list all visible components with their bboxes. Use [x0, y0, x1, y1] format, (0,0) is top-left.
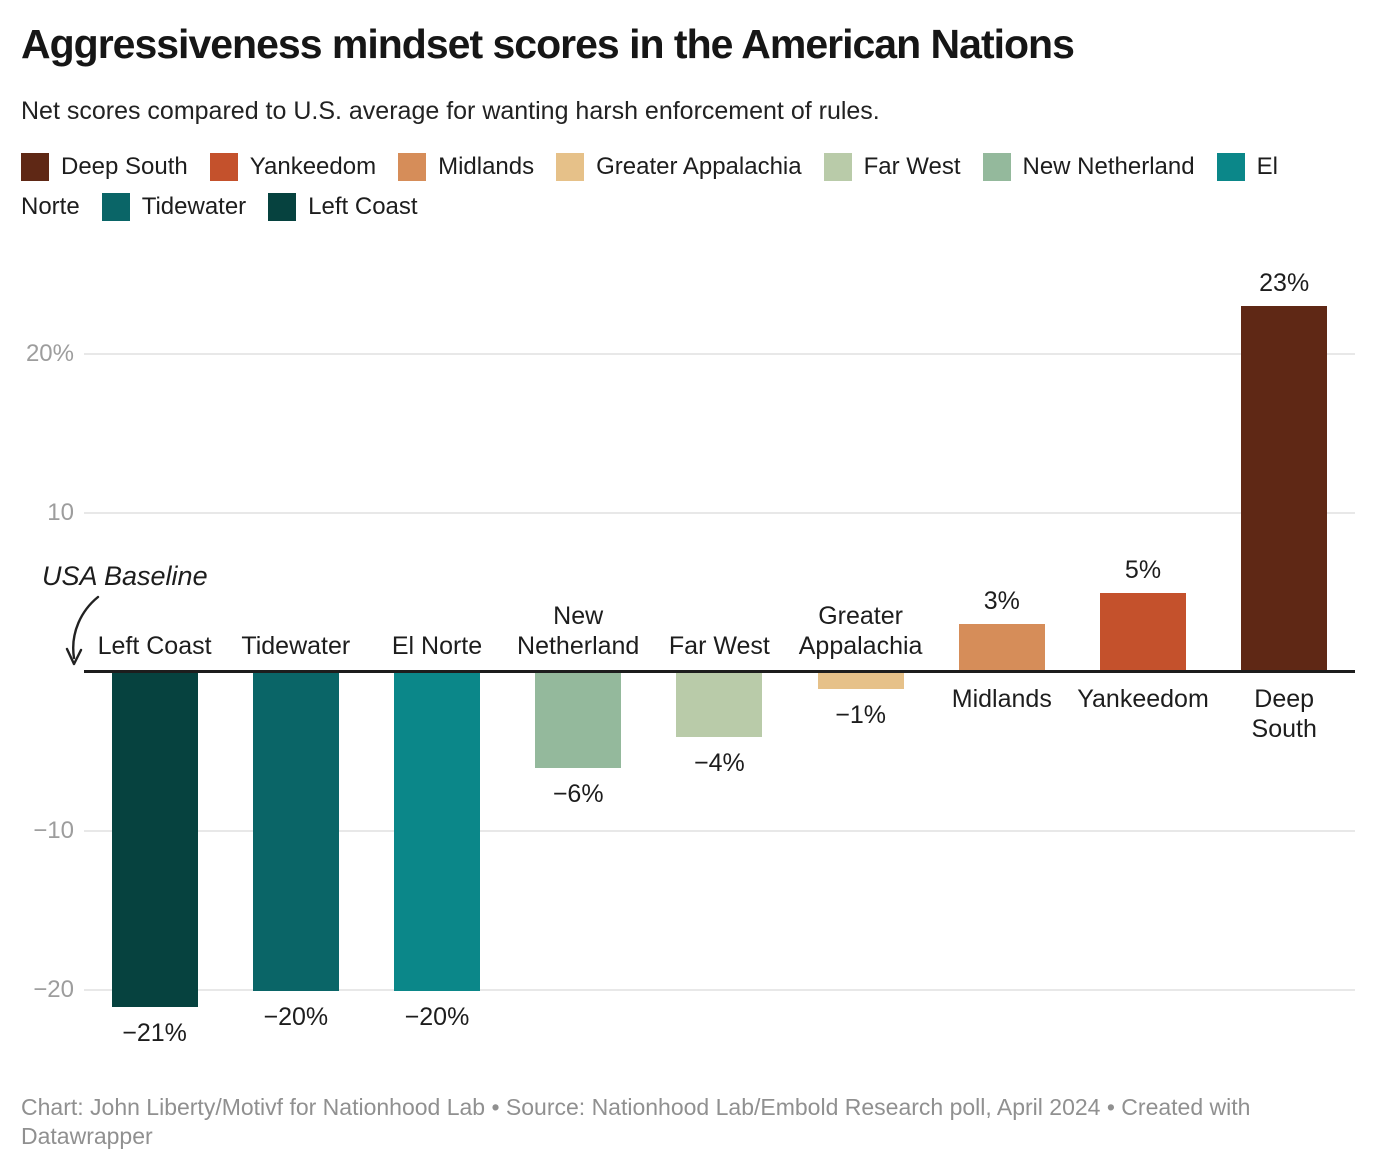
legend-row: Norte Tidewater Left Coast: [21, 192, 1355, 222]
y-axis-tick-label: −10: [33, 817, 74, 844]
legend-item: El: [1216, 152, 1278, 182]
bar-value-label: −4%: [694, 748, 745, 777]
legend-swatch-icon: [268, 193, 297, 221]
bar-deep-south: [1241, 306, 1328, 672]
bar-yankeedom: [1100, 592, 1186, 672]
bar-value-label: 5%: [1124, 555, 1162, 584]
gridline: [84, 353, 1355, 355]
category-label: Tidewater: [241, 632, 351, 660]
legend-label: Greater Appalachia: [596, 153, 802, 180]
category-label: Deep South: [1251, 685, 1317, 743]
category-label: Greater Appalachia: [798, 602, 923, 660]
legend-label: Far West: [863, 153, 961, 180]
bar-value-label: −20%: [263, 1003, 329, 1031]
y-axis-tick-label: −20: [33, 976, 74, 1003]
bar-midlands: [958, 624, 1045, 672]
legend-swatch-icon: [101, 193, 130, 221]
gridline: [84, 512, 1355, 514]
legend-label: Yankeedom: [249, 153, 377, 180]
usa-baseline-annotation: USA Baseline: [42, 561, 208, 591]
legend-item: Left Coast: [268, 192, 418, 222]
legend-item: Far West: [823, 152, 961, 182]
legend-label: Norte: [21, 193, 80, 220]
bar-value-label: 3%: [983, 587, 1020, 616]
legend-swatch-icon: [1216, 153, 1245, 181]
legend-label: El: [1256, 153, 1278, 180]
bar-value-label: −6%: [552, 780, 604, 809]
bar-value-label: 23%: [1259, 269, 1310, 298]
bar-new-netherland: [535, 673, 622, 769]
category-label: New Netherland: [517, 602, 640, 660]
bar-greater-appalachia: [817, 673, 904, 689]
chart-subtitle: Net scores compared to U.S. average for …: [21, 97, 880, 125]
bar-left-coast: [111, 673, 198, 1007]
footer-credits: Chart: John Liberty/Motivf for Nationhoo…: [21, 1094, 1251, 1149]
legend-item: Midlands: [398, 152, 534, 182]
legend-label: Deep South: [61, 153, 188, 180]
legend-item: Greater Appalachia: [556, 152, 802, 182]
bar-el-norte: [394, 673, 480, 991]
bar-value-label: −20%: [404, 1003, 470, 1031]
zero-baseline: [84, 670, 1355, 673]
usa-baseline-arrow-icon: [65, 595, 100, 666]
legend-item: Yankeedom: [209, 152, 377, 182]
legend-label: Midlands: [438, 153, 535, 180]
y-axis-tick-label: 20%: [25, 340, 74, 367]
category-label: El Norte: [391, 632, 483, 660]
legend-item: New Netherland: [982, 152, 1195, 182]
legend-row: Deep South Yankeedom Midlands Greater Appal…: [21, 152, 1355, 182]
legend-label: Tidewater: [141, 193, 247, 220]
category-label: Left Coast: [97, 632, 212, 660]
bar-value-label: −21%: [122, 1018, 187, 1047]
category-label: Far West: [668, 632, 770, 660]
category-label: Yankeedom: [1077, 685, 1209, 713]
bar-tidewater: [252, 673, 339, 991]
category-label: Midlands: [951, 685, 1052, 713]
legend-swatch-icon: [556, 153, 585, 181]
bar-value-label: −1%: [835, 700, 886, 729]
legend-item: Norte: [21, 192, 80, 222]
bar-far-west: [676, 673, 763, 737]
legend-label: Left Coast: [308, 193, 418, 220]
legend-label: New Netherland: [1022, 153, 1195, 180]
legend-swatch-icon: [21, 153, 49, 181]
legend-swatch-icon: [209, 153, 238, 181]
legend: Deep South Yankeedom Midlands Greater Appal…: [21, 152, 1355, 222]
gridline: [84, 989, 1355, 991]
chart-title: Aggressiveness mindset scores in the Ame…: [21, 21, 1075, 67]
legend-swatch-icon: [982, 153, 1011, 181]
gridline: [84, 830, 1355, 832]
legend-item: Deep South: [21, 152, 188, 182]
legend-swatch-icon: [823, 153, 852, 181]
legend-item: Tidewater: [101, 192, 247, 222]
legend-swatch-icon: [398, 153, 427, 181]
y-axis-tick-label: 10: [47, 499, 74, 526]
